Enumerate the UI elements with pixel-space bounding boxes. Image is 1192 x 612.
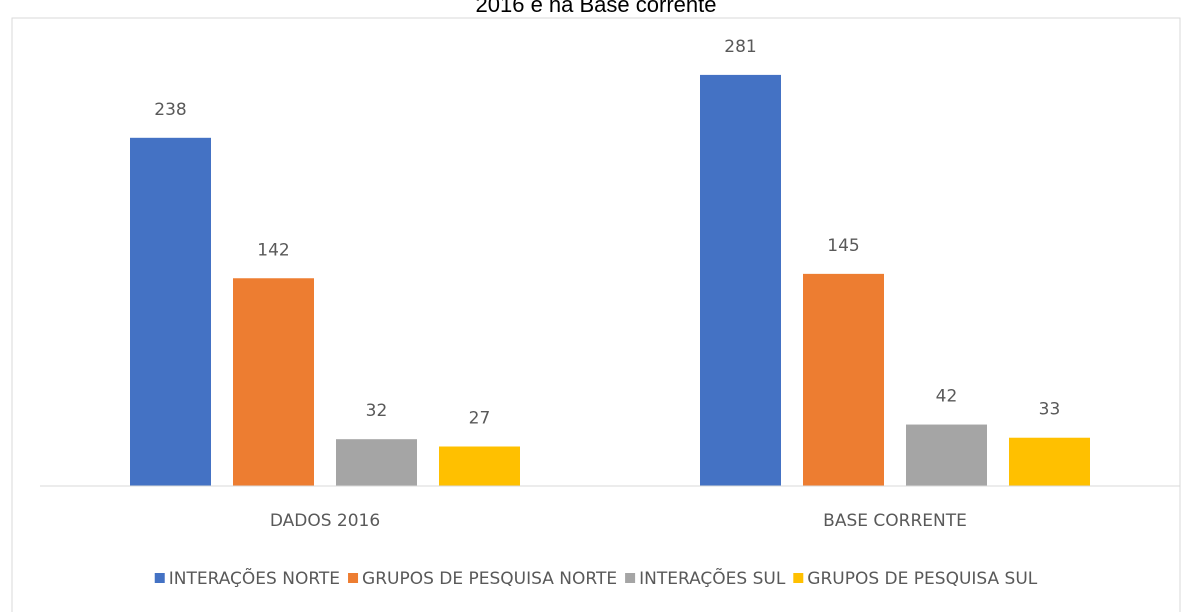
bar	[439, 446, 520, 486]
legend-label: GRUPOS DE PESQUISA NORTE	[362, 569, 617, 589]
data-label: 238	[154, 100, 186, 120]
legend-swatch	[793, 573, 804, 583]
data-label: 42	[936, 387, 958, 407]
bar	[233, 278, 314, 486]
bar	[906, 424, 987, 486]
legend-swatch	[154, 573, 165, 583]
legend-swatch	[625, 573, 636, 583]
data-label: 33	[1039, 400, 1061, 420]
legend-swatch	[348, 573, 359, 583]
data-label: 142	[257, 240, 289, 260]
data-label: 32	[366, 401, 388, 421]
bar	[803, 273, 884, 486]
data-label: 27	[469, 408, 491, 428]
chart-title: 2016 e na Base corrente	[476, 0, 717, 17]
x-tick-label: DADOS 2016	[270, 511, 380, 531]
bar	[1009, 437, 1090, 486]
data-label: 145	[827, 236, 859, 256]
x-tick-label: BASE CORRENTE	[823, 511, 967, 531]
bar	[700, 74, 781, 486]
bar	[336, 439, 417, 486]
legend-label: GRUPOS DE PESQUISA SUL	[807, 569, 1037, 589]
legend-label: INTERAÇÕES SUL	[639, 567, 786, 589]
legend-label: INTERAÇÕES NORTE	[169, 567, 340, 589]
data-label: 281	[724, 37, 756, 57]
chart-border	[11, 17, 1181, 612]
bar	[130, 137, 211, 486]
